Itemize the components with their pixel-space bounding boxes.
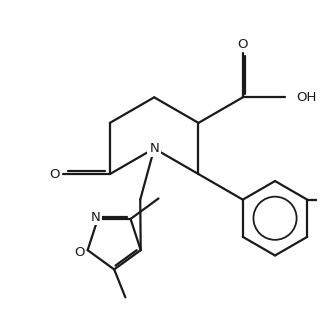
- Text: N: N: [91, 210, 101, 224]
- Text: O: O: [238, 38, 248, 51]
- Text: O: O: [49, 168, 59, 180]
- Text: F: F: [328, 193, 329, 206]
- Text: O: O: [74, 246, 85, 259]
- Text: OH: OH: [296, 91, 316, 104]
- Text: N: N: [149, 142, 159, 155]
